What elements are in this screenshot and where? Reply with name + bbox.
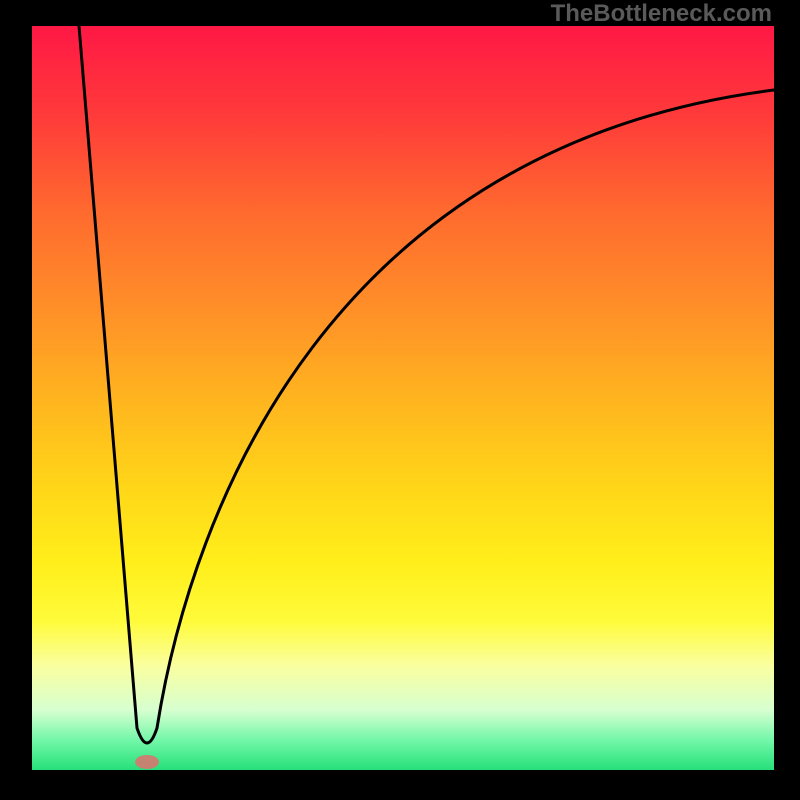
frame-right	[774, 0, 800, 800]
minimum-marker	[135, 755, 159, 769]
frame-bottom	[0, 770, 800, 800]
curve-layer	[32, 26, 774, 770]
plot-area	[32, 26, 774, 770]
frame-left	[0, 0, 32, 800]
watermark-text: TheBottleneck.com	[551, 0, 772, 28]
bottleneck-curve	[79, 26, 774, 743]
chart-container: TheBottleneck.com	[0, 0, 800, 800]
